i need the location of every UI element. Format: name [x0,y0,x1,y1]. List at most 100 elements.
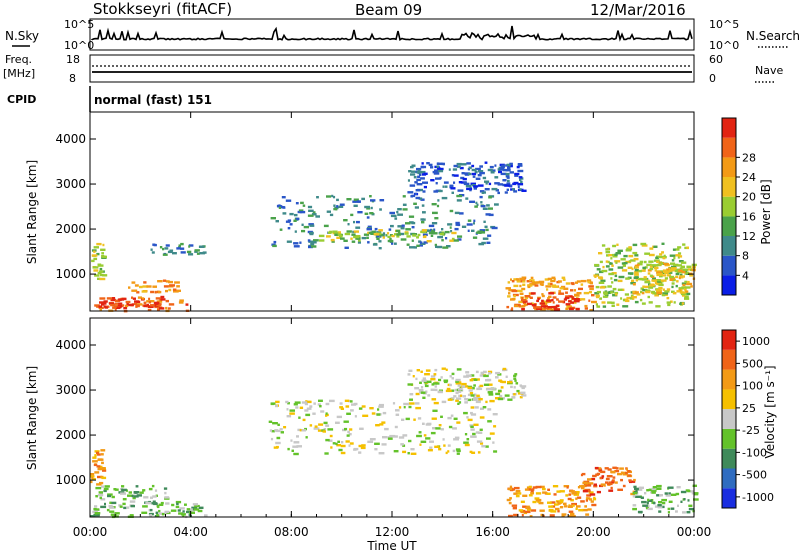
data-cell [276,436,281,440]
data-cell [445,368,448,371]
data-cell [329,434,333,438]
data-cell [539,283,544,286]
data-cell [463,182,470,186]
data-cell [343,219,348,222]
data-cell [100,498,106,501]
data-cell [497,191,500,195]
data-cell [379,235,382,238]
data-cell [570,499,574,502]
data-cell [319,239,325,242]
data-cell [500,386,504,389]
data-cell [408,439,412,443]
data-cell [471,451,476,454]
data-cell [435,177,441,180]
data-cell [121,485,125,488]
data-cell [643,260,647,264]
data-cell [671,290,675,293]
data-cell [454,436,460,439]
data-cell [176,285,180,288]
data-cell [611,479,615,482]
data-cell [332,230,338,233]
data-cell [320,410,325,413]
data-cell [634,264,639,268]
colorbar-tick-label: 8 [742,250,749,263]
data-cell [508,292,511,295]
data-cell [379,199,385,202]
data-cell [293,403,298,406]
data-cell [609,262,612,265]
colorbar-tick-label: 100 [742,380,763,393]
data-cell [424,384,429,388]
data-cell [191,506,198,509]
colorbar-segment [722,255,736,276]
data-cell [600,279,606,282]
data-cell [478,431,483,434]
data-cell [670,267,677,270]
data-cell [94,513,100,517]
data-cell [339,402,343,405]
data-cell [473,396,476,399]
data-cell [542,491,547,494]
data-cell [425,437,431,440]
data-cell [662,501,666,505]
data-cell [664,492,668,495]
data-cell [340,441,344,444]
data-cell [348,444,351,447]
station-title: Stokkseyri (fitACF) [93,0,232,18]
data-cell [470,411,473,415]
data-cell [344,399,350,402]
data-cell [638,277,643,281]
data-cell [632,292,637,295]
data-cell [457,402,460,405]
data-cell [102,255,107,258]
data-cell [525,506,531,510]
data-cell [134,284,139,287]
data-cell [535,492,542,495]
data-cell [330,238,335,242]
data-cell [574,281,578,284]
data-cell [673,263,679,267]
data-cell [100,248,106,251]
data-cell [656,487,662,490]
data-cell [428,224,435,228]
data-cell [432,409,438,412]
data-cell [359,427,364,430]
data-cell [510,385,513,389]
data-cell [614,260,621,263]
data-cell [465,385,469,388]
data-cell [436,165,439,168]
data-cell [568,510,574,513]
data-cell [664,277,668,280]
data-cell [596,305,601,308]
data-cell [349,442,354,445]
data-cell [634,487,639,491]
data-cell [659,494,663,497]
data-cell [484,188,490,191]
data-cell [677,504,679,507]
data-cell [640,496,644,499]
data-cell [575,497,578,500]
data-cell [421,173,427,176]
data-cell [546,288,549,291]
data-cell [672,279,675,282]
data-cell [402,208,408,211]
data-cell [450,397,455,400]
data-cell [654,269,658,272]
data-cell [121,297,127,301]
data-cell [337,233,342,236]
colorbar-segment [722,369,736,390]
data-cell [593,496,596,500]
data-cell [103,300,108,303]
data-cell [583,291,589,295]
data-cell [168,288,172,292]
data-cell [470,182,476,185]
data-cell [488,207,493,210]
data-cell [313,427,320,430]
data-cell [151,484,155,488]
data-cell [135,305,138,308]
data-cell [660,262,664,265]
data-cell [170,509,177,512]
data-cell [154,302,157,306]
data-cell [570,289,574,292]
data-cell [440,415,443,418]
